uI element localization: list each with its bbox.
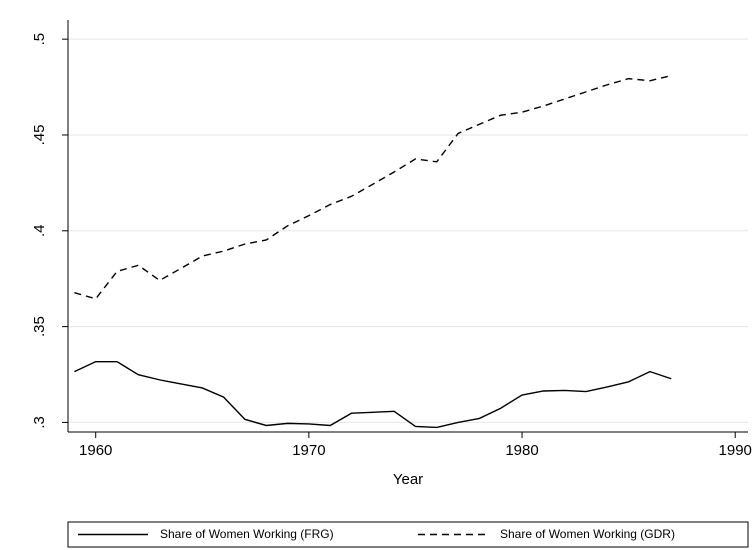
- y-tick-label: .35: [31, 316, 48, 337]
- x-tick-label: 1990: [719, 442, 752, 459]
- x-axis-label: Year: [393, 471, 423, 488]
- line-series: [74, 360, 672, 429]
- y-tick-label: .3: [31, 416, 48, 429]
- x-tick-label: 1970: [292, 442, 325, 459]
- line-series: [74, 74, 672, 300]
- y-tick-label: .4: [31, 225, 48, 238]
- x-tick-label: 1960: [79, 442, 112, 459]
- legend-label: Share of Women Working (GDR): [500, 527, 675, 541]
- y-tick-label: .45: [31, 125, 48, 146]
- legend-label: Share of Women Working (FRG): [160, 527, 334, 541]
- legend-box: [67, 521, 749, 548]
- x-tick-label: 1980: [505, 442, 538, 459]
- y-tick-label: .5: [31, 33, 48, 46]
